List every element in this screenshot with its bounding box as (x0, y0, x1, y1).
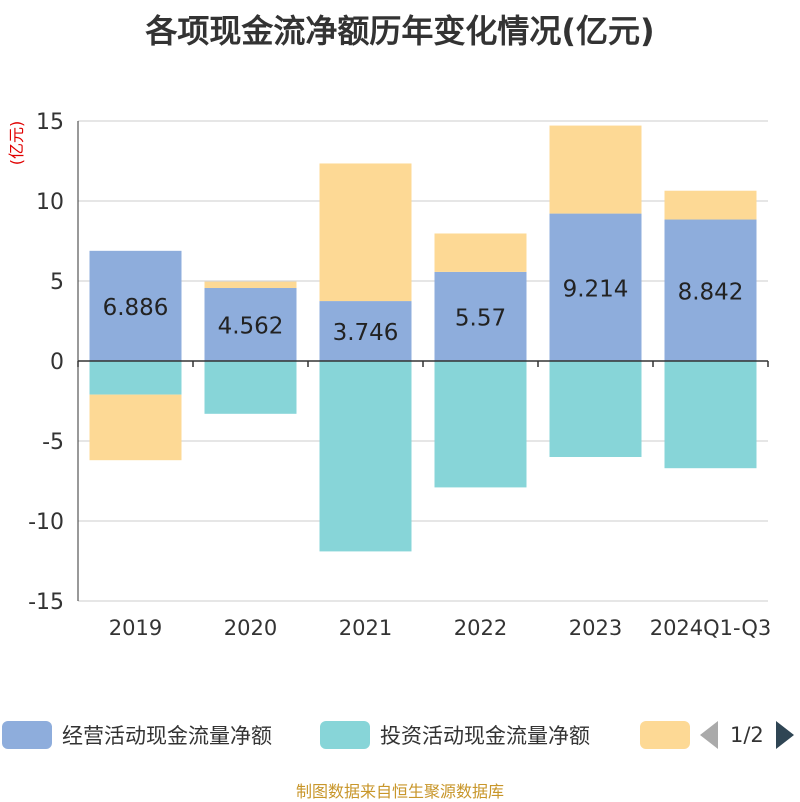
bar-series0-1 (204, 288, 297, 361)
legend-swatch-operating (2, 721, 52, 749)
bar-series1-3 (434, 361, 527, 488)
legend-item-investing[interactable]: 投资活动现金流量净额 (320, 720, 590, 750)
bar-series0-3 (434, 271, 527, 361)
bar-series0-2 (319, 301, 412, 361)
y-tick-label: -10 (28, 510, 64, 535)
bar-series2-0 (89, 394, 182, 461)
x-tick-label: 2019 (109, 616, 162, 640)
pager-text: 1/2 (730, 723, 764, 747)
chart-plot: 15 10 5 0 -5 -10 -15 (亿元) 2019 2020 2021 2022 2023 20… (7, 110, 771, 640)
x-tick-label: 2020 (224, 616, 277, 640)
y-tick-label: 5 (50, 270, 64, 295)
bars-layer (89, 125, 757, 552)
source-note: 制图数据来自恒生聚源数据库 (295, 782, 504, 801)
bar-series2-4 (549, 125, 642, 214)
y-tick-label: -5 (42, 430, 64, 455)
axis-layer: 15 10 5 0 -5 -10 -15 (亿元) 2019 2020 2021 2022 2023 20… (7, 110, 771, 640)
bar-series2-2 (319, 163, 412, 302)
y-axis-unit-label: (亿元) (7, 121, 26, 166)
legend-swatch-financing (640, 721, 690, 749)
bar-series2-1 (204, 281, 297, 289)
x-tick-label: 2023 (569, 616, 622, 640)
y-tick-label: 15 (36, 110, 64, 135)
bar-series1-0 (89, 361, 182, 395)
x-tick-label: 2024Q1-Q3 (650, 616, 772, 640)
bar-series2-5 (664, 190, 757, 220)
grid-layer (78, 120, 768, 602)
y-tick-label: -15 (28, 590, 64, 615)
bar-series1-2 (319, 361, 412, 552)
data-label: 4.562 (218, 314, 284, 340)
y-tick-label: 0 (50, 350, 64, 375)
legend-pager: 1/2 (700, 720, 794, 750)
data-label: 3.746 (333, 320, 399, 346)
pager-prev-icon[interactable] (700, 721, 718, 749)
bar-series0-5 (664, 219, 757, 361)
legend-item-operating[interactable]: 经营活动现金流量净额 (2, 720, 272, 750)
bar-series1-1 (204, 361, 297, 414)
bar-series2-3 (434, 233, 527, 272)
bar-series1-4 (549, 361, 642, 457)
labels-layer: 6.886 4.562 3.746 5.57 9.214 8.842 (103, 276, 744, 346)
bar-series1-5 (664, 361, 757, 469)
data-label: 6.886 (103, 295, 169, 321)
data-label: 9.214 (563, 276, 629, 302)
legend-swatch-investing (320, 721, 370, 749)
x-tick-label: 2022 (454, 616, 507, 640)
bar-series0-4 (549, 213, 642, 361)
legend-label-operating: 经营活动现金流量净额 (62, 724, 272, 748)
legend-item-financing[interactable] (640, 720, 700, 750)
legend-label-investing: 投资活动现金流量净额 (380, 724, 590, 748)
chart-title: 各项现金流净额历年变化情况(亿元) (145, 12, 655, 50)
bar-series0-0 (89, 250, 182, 361)
x-tick-label: 2021 (339, 616, 392, 640)
legend: 经营活动现金流量净额 投资活动现金流量净额 1/2 (0, 712, 800, 758)
data-label: 5.57 (455, 305, 506, 331)
data-label: 8.842 (678, 279, 744, 305)
y-tick-label: 10 (36, 190, 64, 215)
pager-next-icon[interactable] (775, 721, 794, 749)
